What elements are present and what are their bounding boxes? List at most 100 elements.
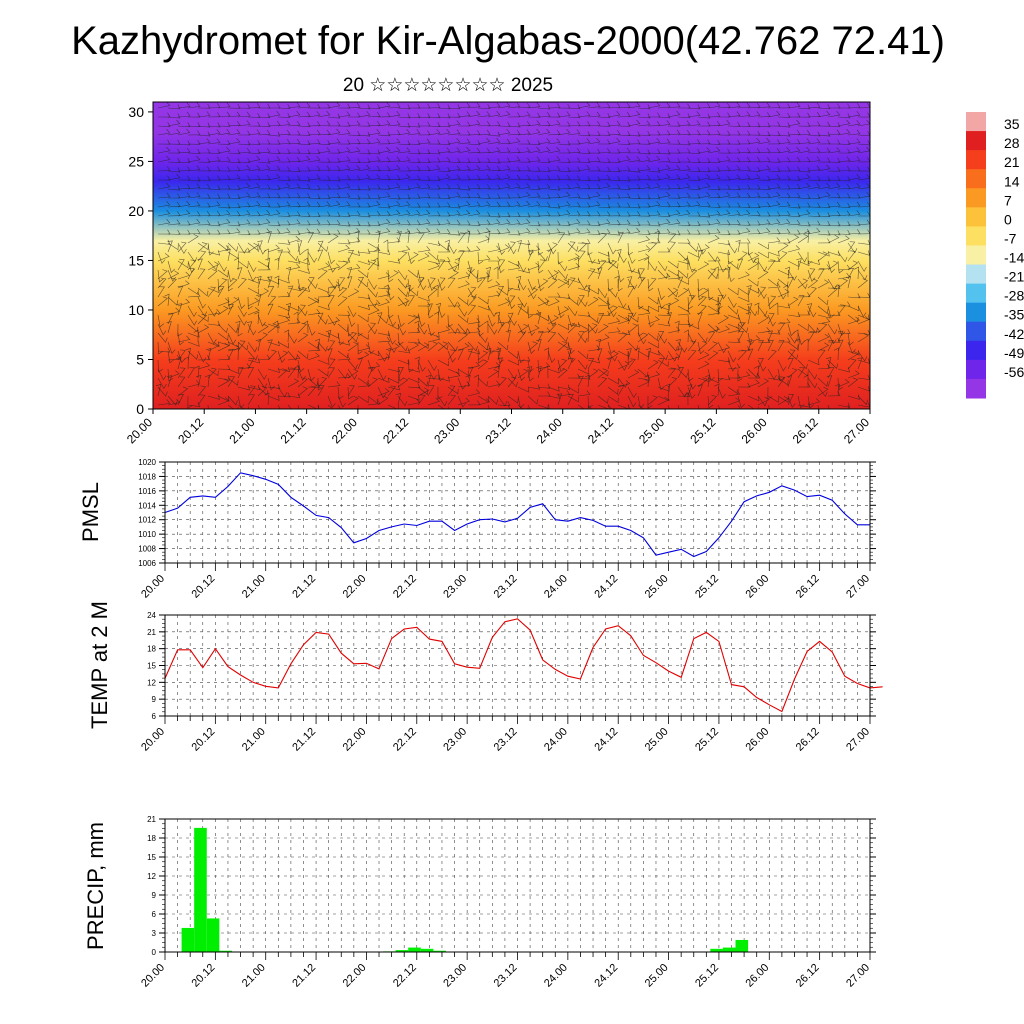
wind-barb xyxy=(297,111,311,118)
wind-barb xyxy=(367,138,381,145)
wind-barb xyxy=(527,287,539,298)
wind-barb xyxy=(227,203,241,209)
wind-barb xyxy=(427,228,441,235)
wind-barb xyxy=(437,326,451,334)
wind-barb xyxy=(857,260,867,272)
wind-barb xyxy=(273,320,279,334)
wind-barb xyxy=(337,332,345,346)
wind-barb xyxy=(697,158,711,164)
wind-barb xyxy=(297,268,310,274)
wind-barb xyxy=(507,148,521,154)
wind-barb xyxy=(397,278,408,289)
colorbar-swatch xyxy=(966,359,986,380)
wind-barb xyxy=(427,303,433,316)
wind-barb xyxy=(737,368,743,382)
wind-barb xyxy=(437,104,451,110)
wind-barb xyxy=(797,182,811,190)
wind-barb xyxy=(727,192,741,199)
wind-barb xyxy=(417,232,425,244)
wind-barb xyxy=(377,131,391,137)
wind-barb xyxy=(833,347,839,361)
wind-barb xyxy=(668,364,681,370)
wind-barb xyxy=(187,102,201,109)
precip-bar xyxy=(206,918,220,952)
wind-barb xyxy=(407,342,420,352)
wind-barb xyxy=(187,367,195,379)
wind-barb xyxy=(647,241,658,253)
x-tick-label: 26.12 xyxy=(794,573,822,601)
wind-barb xyxy=(377,146,391,154)
wind-barb xyxy=(677,276,684,289)
wind-barb xyxy=(597,259,607,271)
wind-barb xyxy=(537,242,543,256)
wind-barb xyxy=(247,229,261,235)
wind-barb xyxy=(617,184,631,190)
wind-barb xyxy=(387,146,401,154)
wind-barb xyxy=(827,359,839,369)
wind-barb xyxy=(627,350,633,364)
wind-barb xyxy=(687,104,701,110)
wind-barb xyxy=(777,112,791,118)
wind-barb xyxy=(697,249,704,262)
wind-barb xyxy=(327,148,341,154)
wind-barb xyxy=(427,277,436,289)
wind-barb xyxy=(357,104,371,110)
wind-barb xyxy=(725,266,731,280)
wind-barb xyxy=(497,285,505,298)
wind-barb xyxy=(277,312,291,319)
wind-barb xyxy=(517,386,530,393)
wind-barb xyxy=(357,341,363,355)
wind-barb xyxy=(847,370,860,379)
wind-barb xyxy=(677,221,691,227)
wind-barb xyxy=(257,386,269,396)
wind-barb xyxy=(787,192,801,199)
wind-barb xyxy=(167,277,177,289)
wind-barb xyxy=(387,385,397,397)
wind-barb xyxy=(337,229,351,235)
wind-barb xyxy=(717,260,727,273)
wind-barb xyxy=(347,395,359,406)
wind-barb xyxy=(447,368,460,375)
wind-barb xyxy=(727,102,741,109)
wind-barb xyxy=(287,183,301,190)
wind-barb xyxy=(717,249,731,256)
wind-barb xyxy=(527,245,541,253)
wind-barb xyxy=(767,313,775,325)
wind-barb xyxy=(567,104,581,110)
wind-barb xyxy=(157,192,171,199)
y-tick-label: 1020 xyxy=(138,458,156,467)
wind-barb xyxy=(157,146,171,154)
wind-barb xyxy=(697,201,711,208)
wind-barb xyxy=(657,396,670,406)
wind-barb xyxy=(707,395,714,409)
x-tick-label: 22.12 xyxy=(380,415,411,446)
wind-barb xyxy=(397,368,404,382)
wind-barb xyxy=(167,269,176,282)
wind-barb xyxy=(427,262,440,271)
wind-barb xyxy=(737,323,749,333)
wind-barb xyxy=(547,146,561,154)
wind-barb xyxy=(237,157,251,163)
wind-barb xyxy=(357,221,371,227)
x-tick-label: 23.12 xyxy=(482,415,513,446)
wind-barb xyxy=(177,192,191,199)
wind-barb xyxy=(307,278,318,289)
wind-barb xyxy=(177,242,187,255)
wind-barb xyxy=(207,261,220,271)
wind-barb xyxy=(227,149,241,155)
wind-barb xyxy=(637,395,645,409)
wind-barb xyxy=(377,165,391,172)
wind-barb xyxy=(307,194,321,200)
wind-barb xyxy=(817,191,831,199)
wind-barb xyxy=(827,221,841,227)
colorbar-swatch xyxy=(966,340,986,361)
wind-barb xyxy=(404,230,410,244)
wind-barb xyxy=(167,395,178,406)
wind-barb xyxy=(647,201,661,208)
wind-barb xyxy=(637,174,651,181)
wind-barb xyxy=(247,129,261,136)
wind-barb xyxy=(227,111,241,118)
wind-barb xyxy=(467,389,481,397)
wind-barb xyxy=(697,174,711,181)
